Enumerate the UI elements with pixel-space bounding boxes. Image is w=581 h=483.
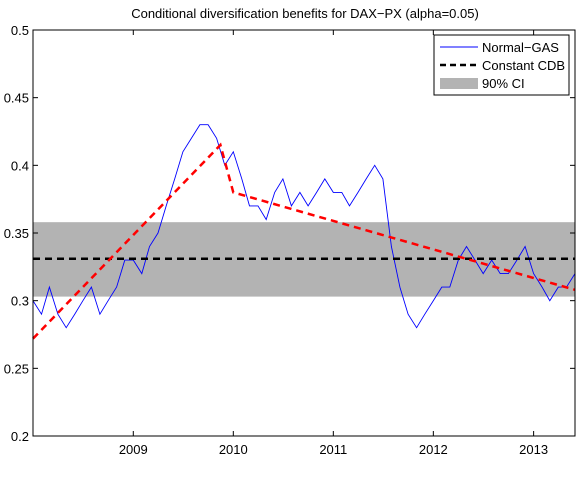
- chart-title: Conditional diversification benefits for…: [131, 6, 479, 21]
- plot-area: [32, 124, 576, 340]
- x-tick-label: 2012: [419, 442, 448, 457]
- axes: 0.2 0.25 0.3 0.35 0.4 0.45 0.5 2009 2010 2011 2012…: [4, 23, 576, 457]
- x-tick-label: 2010: [219, 442, 248, 457]
- y-tick-label: 0.5: [11, 23, 29, 38]
- x-tick-label: 2009: [119, 442, 148, 457]
- y-tick-label: 0.25: [4, 361, 29, 376]
- series-line-0: [32, 124, 576, 329]
- y-tick-label: 0.35: [4, 226, 29, 241]
- x-tick-label: 2011: [319, 442, 347, 457]
- y-tick-label: 0.3: [11, 294, 29, 309]
- y-tick-label: 0.45: [4, 91, 29, 106]
- y-tick-label: 0.2: [11, 429, 29, 444]
- y-tick-label: 0.4: [11, 158, 29, 173]
- legend-label: Normal−GAS: [482, 40, 559, 55]
- legend: Normal−GAS Constant CDB 90% CI: [433, 34, 570, 96]
- x-tick-label: 2013: [519, 442, 548, 457]
- legend-label: Constant CDB: [482, 58, 565, 73]
- legend-label: 90% CI: [482, 76, 525, 91]
- series-line-2: [32, 142, 576, 340]
- legend-swatch: [440, 78, 478, 89]
